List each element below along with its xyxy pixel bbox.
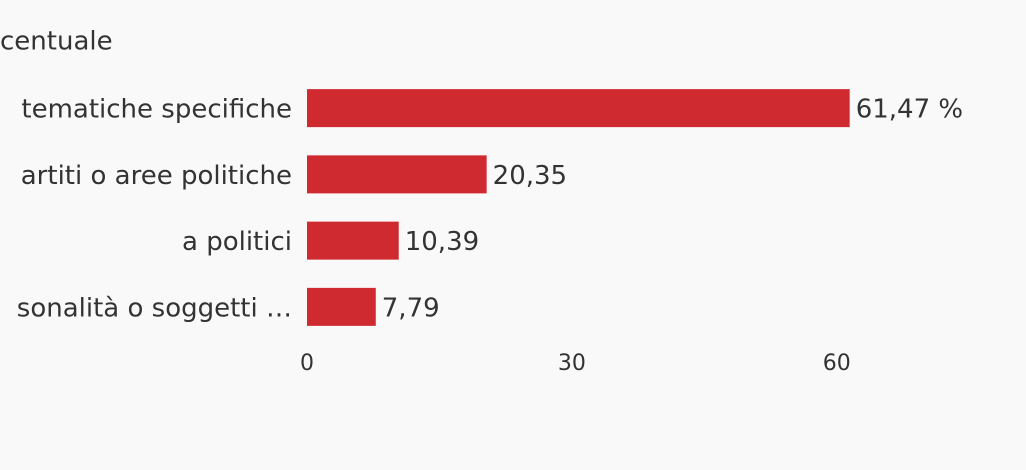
- y-tick-label: artiti o aree politiche: [21, 161, 292, 191]
- x-tick-label: 30: [558, 351, 586, 376]
- value-label: 20,35: [493, 161, 567, 191]
- bar: [307, 155, 487, 194]
- x-tick-label: 0: [300, 351, 314, 376]
- bar: [307, 89, 850, 128]
- y-tick-label: tematiche specifiche: [21, 95, 292, 125]
- bar: [307, 221, 399, 260]
- value-label: 10,39: [405, 227, 479, 257]
- bar: [307, 287, 376, 326]
- y-tick-label: sonalità o soggetti …: [17, 293, 292, 323]
- y-tick-label: a politici: [182, 227, 292, 257]
- value-label: 61,47 %: [856, 95, 963, 125]
- chart-title: centuale: [0, 27, 113, 57]
- value-label: 7,79: [382, 293, 440, 323]
- x-tick-label: 60: [823, 351, 851, 376]
